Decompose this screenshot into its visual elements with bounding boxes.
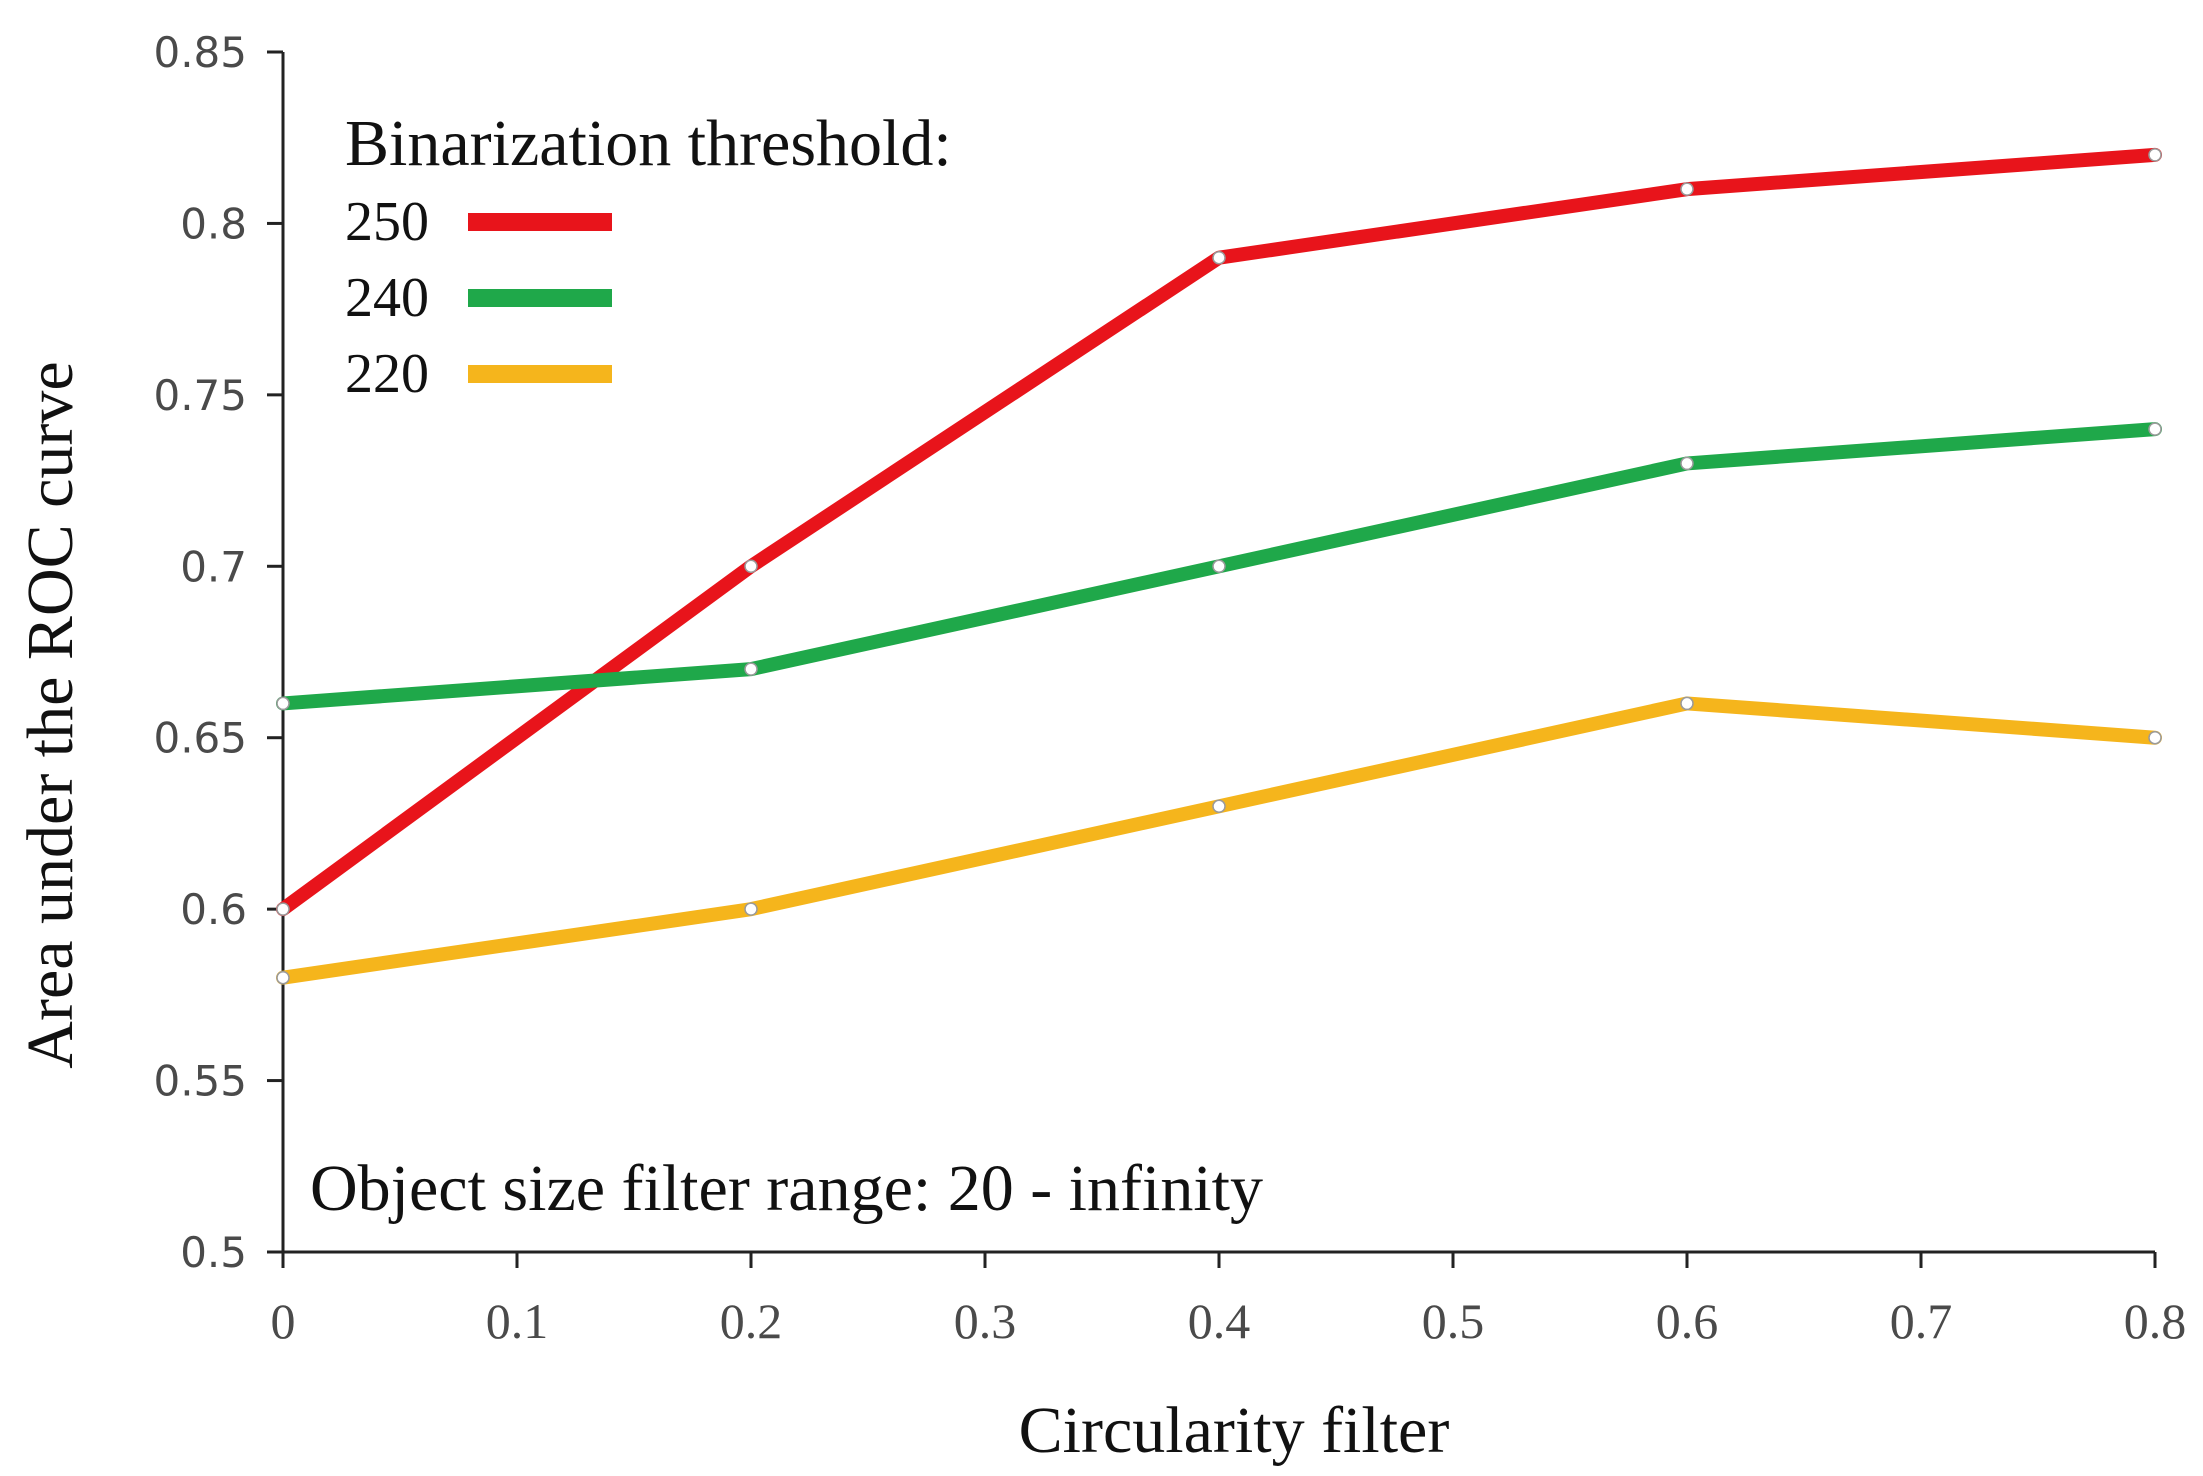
axes (281, 52, 2155, 1254)
x-tick-label: 0.3 (954, 1293, 1017, 1349)
y-ticks: 0.5 0.55 0.6 0.65 0.7 0.75 0.8 0.85 (153, 28, 283, 1277)
data-point-220 (744, 902, 758, 916)
series-group (276, 147, 2162, 985)
x-tick-label: 0.1 (486, 1293, 549, 1349)
y-tick-label: 0.7 (180, 542, 247, 591)
y-tick-label: 0.5 (180, 1228, 247, 1277)
y-tick-label: 0.75 (153, 371, 247, 420)
data-point-240 (744, 662, 758, 676)
x-tick-label: 0.2 (720, 1293, 783, 1349)
x-tick-label: 0.7 (1890, 1293, 1953, 1349)
data-point-240 (276, 696, 290, 711)
data-point-220 (1680, 696, 1694, 711)
data-point-250 (276, 902, 290, 916)
legend-label-220: 220 (345, 343, 429, 405)
y-tick-label: 0.85 (153, 28, 247, 77)
data-point-250 (744, 559, 758, 574)
x-tick-label: 0.4 (1188, 1293, 1251, 1349)
series-line-250 (276, 147, 2162, 917)
y-tick-label: 0.8 (180, 199, 247, 248)
legend-label-240: 240 (345, 267, 429, 329)
y-tick-label: 0.6 (180, 885, 247, 934)
y-tick-label: 0.55 (153, 1057, 247, 1106)
annotation-text: Object size filter range: 20 - infinity (310, 1152, 1263, 1225)
series-line-220 (276, 696, 2162, 985)
data-point-240 (1212, 559, 1226, 574)
data-point-240 (2148, 422, 2162, 436)
legend-label-250: 250 (345, 191, 429, 253)
data-point-250 (1680, 182, 1694, 196)
legend: Binarization threshold: 250 240 220 (345, 107, 952, 405)
x-axis-title: Circularity filter (1019, 1394, 1450, 1467)
data-point-240 (1680, 456, 1694, 471)
data-point-220 (276, 970, 290, 985)
data-point-220 (2148, 730, 2162, 745)
x-tick-label: 0.8 (2124, 1293, 2187, 1349)
x-tick-label: 0.5 (1422, 1293, 1485, 1349)
x-ticks: 0 0.1 0.2 0.3 0.4 0.5 0.6 0.7 0.8 (271, 1252, 2187, 1349)
legend-title: Binarization threshold: (345, 107, 952, 180)
y-axis-title: Area under the ROC curve (14, 361, 87, 1068)
data-point-250 (1212, 250, 1226, 265)
x-tick-label: 0.6 (1656, 1293, 1719, 1349)
data-point-220 (1212, 799, 1226, 814)
x-tick-label: 0 (271, 1293, 296, 1349)
data-point-250 (2148, 148, 2162, 162)
y-tick-label: 0.65 (153, 714, 247, 763)
